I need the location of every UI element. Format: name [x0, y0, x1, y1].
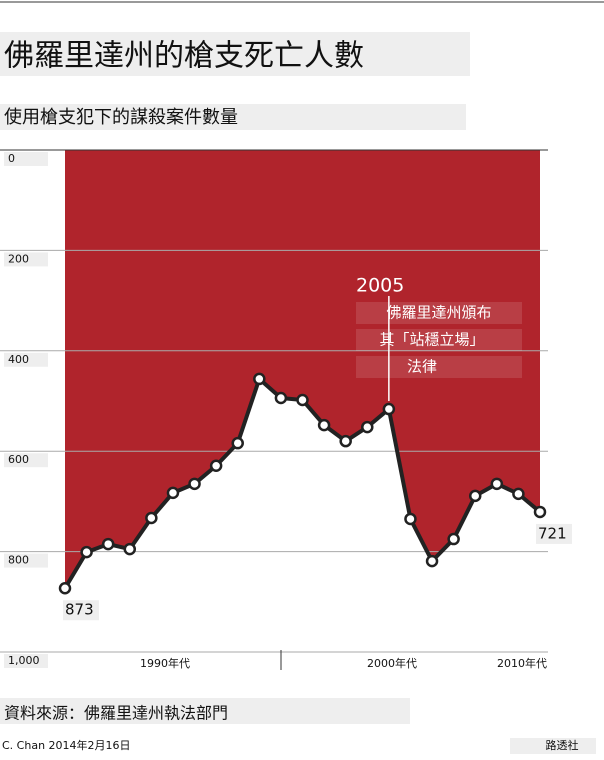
y-tick-label: 1,000	[8, 654, 40, 667]
marker	[188, 477, 201, 491]
value-label: 721	[538, 524, 567, 542]
marker	[145, 511, 158, 525]
value-label-bg	[63, 600, 99, 621]
marker	[404, 512, 417, 526]
marker	[80, 545, 93, 559]
x-decade-label: 2010年代	[497, 656, 547, 670]
tick-bg	[4, 654, 48, 668]
marker	[512, 487, 525, 501]
credit: C. Chan 2014年2月16日	[2, 738, 131, 752]
tick-bg	[4, 453, 48, 468]
tick-bg	[4, 152, 48, 166]
publisher: 路透社	[546, 738, 579, 752]
marker	[209, 459, 223, 473]
chart-subtitle: 使用槍支犯下的謀殺案件數量	[4, 107, 238, 128]
x-decade-label: 1990年代	[140, 656, 190, 670]
plot: 0 200 400 600 800 1,000 873 721 2005 佛羅里達州頒布其「站穩立…	[0, 149, 572, 670]
y-tick-label: 400	[8, 353, 29, 366]
tick-bg	[4, 352, 48, 367]
tick-bg	[4, 252, 48, 267]
annotation-bg	[356, 356, 522, 378]
marker	[274, 391, 288, 405]
annotation-line: 法律	[407, 358, 437, 376]
publisher-bg	[510, 738, 596, 754]
annotation-line: 佛羅里達州頒布	[386, 304, 491, 322]
marker	[296, 393, 309, 407]
value-label-bg	[536, 523, 572, 544]
marker	[123, 542, 137, 556]
marker	[166, 486, 180, 500]
annotation-bg	[356, 302, 522, 324]
y-tick-label: 200	[8, 252, 29, 265]
value-label: 873	[65, 601, 94, 619]
marker	[468, 489, 482, 503]
annotation-bg	[356, 329, 522, 351]
marker	[361, 420, 374, 434]
marker	[253, 372, 266, 386]
marker	[533, 505, 547, 519]
y-tick-label: 0	[8, 152, 15, 165]
marker	[317, 418, 331, 432]
marker	[425, 554, 439, 568]
marker	[101, 537, 115, 551]
y-tick-label: 600	[8, 453, 29, 466]
marker	[231, 436, 244, 450]
annotation-year: 2005	[356, 275, 404, 297]
marker	[447, 532, 460, 546]
tick-bg	[4, 553, 48, 568]
source-bg	[0, 698, 410, 724]
subtitle-bg	[0, 104, 466, 130]
y-tick-label: 800	[8, 554, 29, 567]
marker	[58, 581, 72, 595]
chart-title: 佛羅里達州的槍支死亡人數	[4, 39, 364, 74]
title-bg	[0, 32, 470, 76]
area	[65, 150, 540, 589]
source: 資料來源：佛羅里達州執法部門	[4, 704, 228, 723]
marker	[339, 434, 352, 448]
marker	[382, 402, 396, 416]
marker	[490, 477, 504, 491]
annotation-line: 其「站穩立場」	[379, 331, 484, 349]
x-decade-label: 2000年代	[367, 656, 417, 670]
